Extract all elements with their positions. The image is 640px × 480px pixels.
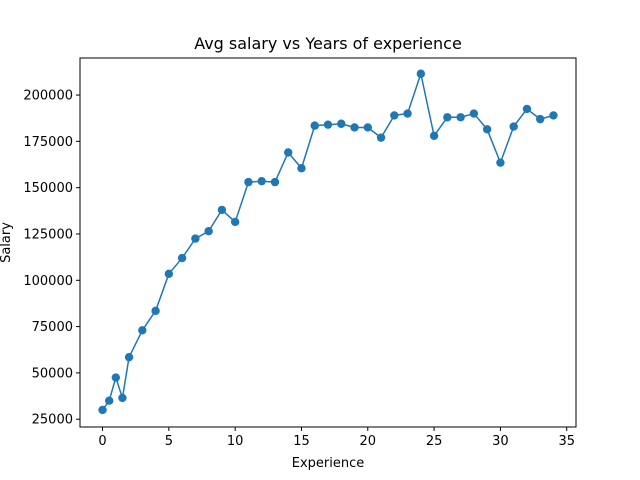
data-point (151, 306, 160, 316)
data-point (104, 396, 114, 405)
axis-ticks: 0 5 10 15 20 25 30 35 25000 50000 75000 100000 12500… (23, 89, 575, 449)
x-axis-label: Experience (292, 456, 365, 471)
x-tick-label: 35 (558, 434, 575, 449)
x-tick-label: 30 (492, 434, 509, 449)
x-tick-label: 25 (426, 434, 443, 449)
data-point (416, 69, 426, 78)
data-point (164, 269, 174, 279)
data-point (310, 121, 319, 130)
data-point (217, 205, 227, 215)
y-tick-label: 100000 (23, 274, 73, 289)
data-point (443, 113, 452, 122)
data-point (98, 405, 107, 415)
data-point (177, 253, 187, 263)
y-axis-label: Salary (0, 222, 14, 263)
data-point (429, 131, 439, 141)
data-point (284, 148, 293, 157)
data-point (363, 123, 372, 132)
x-tick-label: 20 (360, 434, 377, 449)
data-point (323, 120, 333, 129)
x-tick-label: 10 (227, 434, 244, 449)
data-point (204, 227, 213, 236)
data-point (337, 119, 346, 128)
data-point (270, 177, 280, 187)
data-point (230, 217, 240, 227)
y-tick-label: 50000 (32, 366, 73, 381)
data-point (496, 158, 505, 167)
data-point (118, 393, 127, 403)
data-point (403, 109, 412, 118)
data-point (124, 352, 134, 362)
data-point (509, 122, 518, 131)
y-tick-label: 125000 (23, 227, 73, 242)
y-tick-label: 175000 (23, 135, 73, 150)
plot-area (79, 57, 577, 428)
data-point (469, 109, 479, 118)
data-point (111, 373, 121, 382)
y-tick-label: 75000 (32, 320, 73, 335)
data-point (456, 113, 465, 122)
data-point (549, 111, 558, 120)
series-group (98, 69, 558, 415)
data-point (350, 123, 359, 132)
data-point (297, 164, 306, 173)
x-tick-label: 5 (165, 434, 173, 449)
data-point (138, 326, 147, 335)
chart-title: Avg salary vs Years of experience (194, 34, 462, 53)
y-tick-label: 25000 (32, 413, 73, 428)
data-point (376, 133, 386, 142)
x-tick-label: 0 (98, 434, 106, 449)
data-point (257, 176, 266, 186)
data-point (244, 177, 253, 187)
data-point (535, 114, 545, 124)
y-tick-label: 200000 (23, 89, 73, 104)
x-tick-label: 15 (293, 434, 310, 449)
data-point (390, 111, 399, 120)
data-point (522, 104, 532, 114)
data-point (482, 125, 492, 134)
data-point (191, 234, 200, 243)
y-tick-label: 150000 (23, 181, 73, 196)
